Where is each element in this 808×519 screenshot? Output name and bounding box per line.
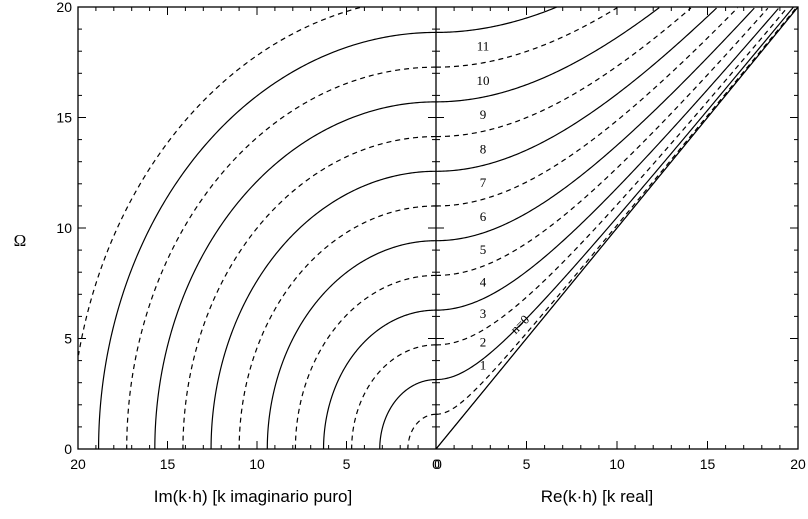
- x-tick-label-right: 10: [609, 456, 625, 472]
- tick-marks: [77, 6, 799, 450]
- x-tick-label-right: 0: [434, 456, 442, 472]
- mode-label-n1: 1: [480, 358, 487, 373]
- curve-left-n5: [294, 274, 436, 450]
- mode-label-n3: 3: [480, 306, 487, 321]
- curve-asymptote: [435, 6, 799, 450]
- curve-right-n3: [435, 7, 788, 346]
- mode-label-n7: 7: [480, 175, 487, 190]
- x-tick-label-right: 20: [790, 456, 806, 472]
- mode-label-n11: 11: [477, 39, 490, 54]
- y-tick-label: 10: [56, 220, 72, 236]
- y-axis-title: Ω: [14, 231, 27, 250]
- mode-label-n4: 4: [480, 275, 487, 290]
- curve-right-n9: [436, 7, 692, 138]
- right-x-axis-title: Re(k·h) [k real]: [541, 487, 653, 506]
- mode-label-n8: 8: [480, 141, 487, 156]
- curve-right-n11: [436, 7, 618, 68]
- curve-right-n5: [435, 7, 769, 277]
- curve-right-n6: [435, 7, 755, 242]
- x-tick-label-right: 15: [700, 456, 716, 472]
- curve-layer: [77, 6, 799, 450]
- mode-label-n5: 5: [480, 242, 487, 257]
- curve-right-n8: [436, 7, 717, 172]
- y-tick-label: 5: [64, 331, 72, 347]
- curve-left-n10: [154, 101, 437, 449]
- curve-right-n2: [435, 6, 794, 381]
- curve-right-n10: [436, 7, 660, 103]
- y-tick-label: 15: [56, 110, 72, 126]
- mode-label-n10: 10: [477, 73, 490, 88]
- x-tick-label-left: 20: [70, 456, 86, 472]
- x-tick-label-left: 15: [160, 456, 176, 472]
- y-tick-label: 0: [64, 441, 72, 457]
- curve-left-n3: [351, 344, 437, 449]
- curve-left-n1: [407, 413, 436, 449]
- y-tick-label: 20: [56, 0, 72, 15]
- curve-left-n11: [126, 66, 437, 449]
- curve-left-n2: [379, 378, 436, 449]
- mode-label-n6: 6: [480, 209, 487, 224]
- mode-label-n9: 9: [480, 107, 487, 122]
- curve-left-n7: [238, 205, 436, 450]
- x-tick-label-left: 10: [249, 456, 265, 472]
- curve-right-n4: [435, 8, 779, 311]
- curve-left-n6: [266, 240, 436, 450]
- curve-left-n9: [182, 135, 437, 449]
- curve-right-n1: [435, 7, 797, 415]
- curve-right-n7: [435, 7, 739, 207]
- x-tick-label-left: 5: [343, 456, 351, 472]
- x-tick-label-right: 5: [523, 456, 531, 472]
- curve-left-n4: [322, 309, 436, 450]
- left-x-axis-title: Im(k·h) [k imaginario puro]: [154, 487, 352, 506]
- curve-right-n12: [436, 6, 557, 34]
- curve-left-n12: [97, 31, 437, 450]
- curve-left-n8: [210, 170, 437, 449]
- x-tick-label-left: 0: [432, 456, 440, 472]
- mode-label-n2: 2: [480, 335, 487, 350]
